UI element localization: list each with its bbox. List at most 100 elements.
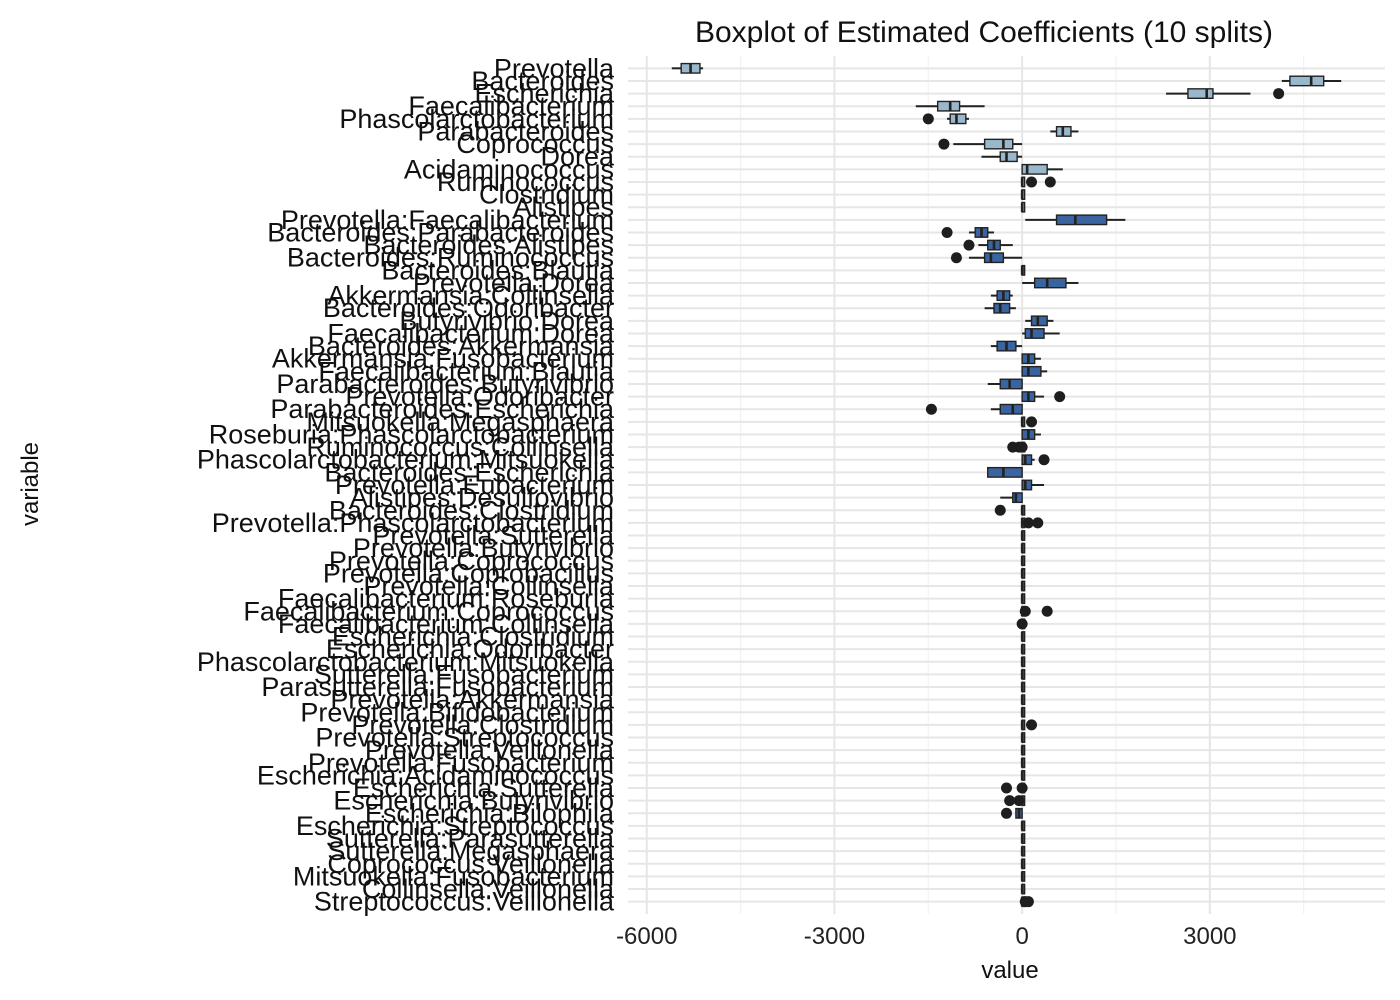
box-60 [1001, 807, 1023, 819]
box-18 [1022, 277, 1079, 289]
y-tick-label: Akkermansia:Fusobacterium [272, 344, 614, 374]
outlier-point [1044, 176, 1056, 188]
box-64 [1020, 858, 1026, 870]
box-61 [1020, 820, 1026, 832]
outlier-point [1016, 441, 1028, 453]
y-tick-label: Collinsella:Veillonella [362, 874, 615, 904]
y-tick-label: Prevotella:Sutterella [372, 521, 615, 551]
box-body [1055, 214, 1108, 226]
y-tick-label: Phascolarctobacterium [339, 104, 614, 134]
y-tick-label: Coprococcus:Veillonella [327, 849, 615, 879]
box-31 [1007, 441, 1028, 453]
box-25 [1021, 365, 1048, 377]
y-tick-label: Clostridium [479, 180, 614, 210]
y-tick-label: Ruminococcus:Collinsella [306, 432, 615, 462]
y-tick-label: Escherichia:Sutterella [353, 773, 615, 803]
x-axis-title: value [981, 957, 1038, 984]
box-7 [938, 138, 1023, 150]
box-body [1021, 454, 1033, 466]
box-body [993, 302, 1011, 314]
y-tick-label: Prevotella:Streptococcus [315, 723, 614, 753]
box-56 [1020, 757, 1026, 769]
outlier-point [1026, 176, 1038, 188]
y-tick-label: Alistipes:Desulfovibrio [350, 483, 614, 513]
box-11 [1020, 189, 1026, 201]
box-51 [1020, 694, 1026, 706]
y-tick-label: Ruminococcus [437, 167, 614, 197]
y-tick-label: Faecalibacterium:Dorea [327, 318, 615, 348]
y-tick-label: Acidaminococcus [404, 154, 614, 184]
y-tick-label: Prevotella:Dorea [413, 268, 615, 298]
box-body [1012, 492, 1023, 504]
y-tick-label: Roseburia:Phascolarctobacterium [209, 419, 614, 449]
y-tick-label: Faecalibacterium:Roseburia [278, 584, 615, 614]
box-17 [1020, 264, 1026, 276]
outlier-point [1001, 782, 1012, 794]
box-body [1021, 479, 1033, 491]
box-29 [1020, 416, 1038, 428]
y-tick-label: Prevotella:Veillonella [365, 735, 615, 765]
box-33 [987, 466, 1023, 478]
box-14 [941, 226, 994, 238]
box-53 [1020, 719, 1038, 731]
box-67 [1019, 896, 1034, 908]
outlier-point [1054, 391, 1066, 403]
outlier-point [994, 504, 1006, 516]
outlier-point [1041, 605, 1053, 617]
box-36 [994, 504, 1026, 516]
box-body [1289, 75, 1325, 87]
box-body [1033, 277, 1067, 289]
outlier-point [941, 226, 953, 238]
box-66 [1020, 883, 1026, 895]
box-body [999, 403, 1023, 415]
y-tick-label: Escherichia:Odoribacter [326, 634, 614, 664]
box-37 [1020, 517, 1044, 529]
y-tick-label: Alistipes [513, 192, 614, 222]
outlier-point [1273, 88, 1285, 100]
box-body [983, 138, 1014, 150]
box-55 [1020, 744, 1026, 756]
y-tick-label: Prevotella:Coprobacillus [323, 558, 614, 588]
y-tick-label: Bacteroides [471, 66, 614, 96]
box-4 [915, 100, 985, 112]
y-tick-label: Bacteroides:Parabacteroides [267, 217, 614, 247]
y-tick-label: Butyrivibrio:Dorea [399, 306, 615, 336]
box-6 [1050, 126, 1079, 137]
outlier-point [1032, 517, 1044, 529]
box-body [1021, 163, 1048, 175]
box-13 [1025, 214, 1126, 226]
y-tick-label: Prevotella:Faecalibacterium [281, 205, 614, 235]
box-40 [1020, 555, 1026, 567]
box-30 [1021, 429, 1041, 440]
y-tick-label: Faecalibacterium:Collinsella [278, 609, 615, 639]
y-tick-label: Escherichia [474, 79, 615, 109]
y-tick-label: Escherichia:Clostridium [332, 622, 614, 652]
box-15 [963, 239, 1013, 251]
box-9 [1021, 163, 1063, 175]
x-tick-label: 3000 [1183, 923, 1236, 950]
box-35 [1000, 492, 1023, 504]
box-27 [1021, 391, 1066, 403]
outlier-point [950, 252, 962, 264]
y-tick-label: Bacteroides:Blautia [381, 255, 615, 285]
box-5 [922, 113, 969, 125]
y-tick-label: Faecalibacterium:Blautia [318, 356, 615, 386]
y-tick-label: Mitsuokella:Fusobacterium [293, 861, 614, 891]
outlier-point [1019, 605, 1031, 617]
y-tick-label: Coprococcus [456, 129, 614, 159]
outlier-point [925, 403, 937, 415]
y-tick-label: Streptococcus:Veillonella [314, 887, 615, 917]
box-body [1187, 88, 1214, 100]
y-tick-label: Phascolarctobacterium:Mitsuokella [197, 647, 615, 677]
box-23 [990, 340, 1023, 352]
y-tick-label: Akkermansia:Collinsella [327, 281, 615, 311]
box-52 [1020, 706, 1026, 718]
box-body [983, 252, 1005, 264]
y-tick-label: Escherichia:Acidaminococcus [257, 760, 614, 790]
box-16 [950, 252, 1023, 264]
box-8 [981, 151, 1023, 163]
box-50 [1020, 681, 1026, 693]
box-49 [1020, 668, 1026, 680]
box-54 [1020, 732, 1026, 743]
